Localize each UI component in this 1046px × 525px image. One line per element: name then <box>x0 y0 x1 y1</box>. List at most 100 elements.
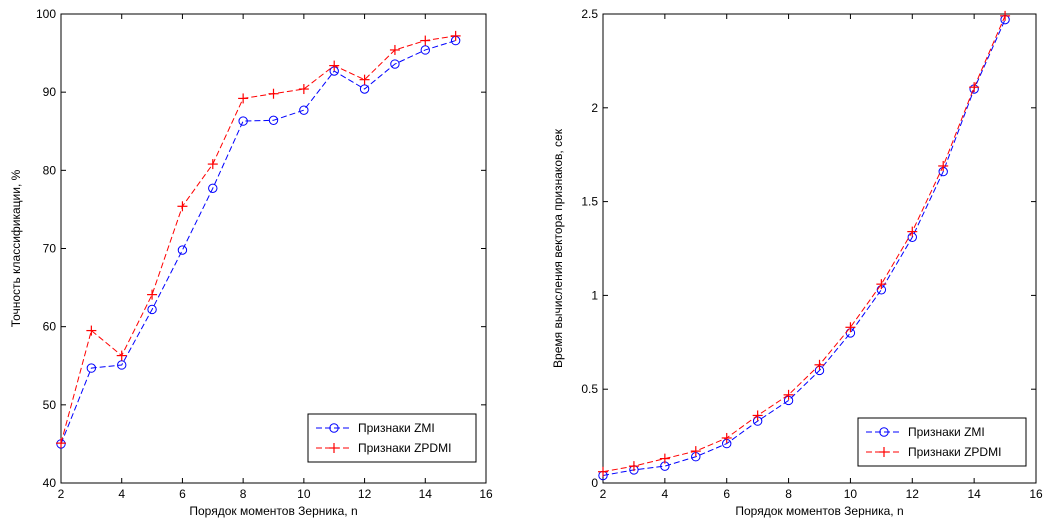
legend: Признаки ZMI Признаки ZPDMI <box>857 417 1027 467</box>
series-line <box>602 19 1006 476</box>
data-point <box>117 360 127 370</box>
y-tick-label: 40 <box>43 476 57 490</box>
y-tick-label: 0.5 <box>581 382 598 396</box>
x-tick-label: 10 <box>844 487 858 501</box>
data-point <box>238 93 249 104</box>
data-point <box>56 438 66 449</box>
x-tick-label: 2 <box>58 487 65 501</box>
y-tick-label: 90 <box>43 85 57 99</box>
data-point <box>389 44 400 55</box>
data-point <box>598 466 608 477</box>
legend-entry: Признаки ZPDMI <box>866 445 1001 459</box>
series-2 <box>598 10 1011 477</box>
legend-label: Признаки ZMI <box>358 421 435 435</box>
data-point <box>359 74 370 85</box>
data-point <box>177 201 188 212</box>
x-tick-label: 4 <box>118 487 125 501</box>
legend: Признаки ZMI Признаки ZPDMI <box>307 413 477 463</box>
y-tick-label: 70 <box>43 242 57 256</box>
data-point <box>814 359 825 370</box>
x-tick-label: 16 <box>479 487 493 501</box>
data-point <box>420 45 430 55</box>
data-point <box>628 461 639 472</box>
data-point <box>299 105 309 115</box>
series-line <box>60 35 456 444</box>
legend-marker <box>879 447 889 457</box>
data-point <box>238 116 248 126</box>
data-point <box>721 432 732 443</box>
data-point <box>845 322 856 333</box>
x-tick-label: 14 <box>419 487 433 501</box>
data-point <box>938 160 949 171</box>
legend-entry: Признаки ZMI <box>316 421 435 435</box>
data-point <box>207 159 218 170</box>
y-tick-label: 60 <box>43 320 57 334</box>
legend-entry: Признаки ZPDMI <box>316 441 451 455</box>
y-tick-label: 0 <box>591 476 598 490</box>
x-tick-label: 2 <box>600 487 607 501</box>
data-point <box>86 325 97 336</box>
x-tick-label: 8 <box>785 487 792 501</box>
data-point <box>659 453 670 464</box>
x-tick-label: 6 <box>723 487 730 501</box>
data-point <box>876 279 887 290</box>
chart-2: 2 4 6 8 10 12 14 16 0 0.5 1 1.5 2 2.5 Порядок моментов… <box>551 7 1043 518</box>
data-point <box>116 350 127 361</box>
x-tick-label: 16 <box>1029 487 1043 501</box>
data-point <box>783 389 794 400</box>
data-point <box>298 84 309 95</box>
data-point <box>329 60 340 71</box>
x-tick-label: 14 <box>967 487 981 501</box>
legend-marker <box>879 427 889 437</box>
data-point <box>1000 10 1011 21</box>
series-2 <box>56 30 461 449</box>
data-point <box>420 35 431 46</box>
data-point <box>86 363 97 373</box>
chart-1: 2 4 6 8 10 12 14 16 40 50 60 70 80 90 100 Порядок момен… <box>9 7 493 518</box>
x-tick-label: 12 <box>358 487 372 501</box>
y-axis-label: Точность классификации, % <box>9 169 23 327</box>
series-1 <box>56 35 461 449</box>
legend-box <box>307 413 477 463</box>
legend-label: Признаки ZPDMI <box>358 441 451 455</box>
series-line <box>60 40 456 445</box>
data-point <box>390 59 400 69</box>
x-tick-label: 10 <box>297 487 311 501</box>
legend-entry: Признаки ZMI <box>866 425 985 439</box>
data-point <box>268 88 279 99</box>
legend-marker <box>329 443 339 453</box>
data-point <box>177 245 188 255</box>
plot-area <box>602 13 1037 484</box>
x-tick-label: 8 <box>240 487 247 501</box>
data-point <box>268 115 279 126</box>
y-tick-label: 1.5 <box>581 195 598 209</box>
data-point <box>359 84 370 94</box>
data-point <box>147 304 157 315</box>
y-tick-label: 50 <box>43 398 57 412</box>
y-tick-label: 100 <box>36 7 56 21</box>
x-axis-label: Порядок моментов Зерника, n <box>735 504 903 518</box>
data-point <box>907 226 918 237</box>
data-point <box>147 289 158 300</box>
plot-area <box>60 13 487 484</box>
data-point <box>208 183 218 194</box>
legend-label: Признаки ZPDMI <box>908 445 1001 459</box>
data-point <box>969 82 980 93</box>
y-tick-label: 1 <box>591 288 598 302</box>
data-point <box>450 30 461 41</box>
x-tick-label: 4 <box>662 487 669 501</box>
y-axis-label: Время вычисления вектора признаков, сек <box>551 128 565 368</box>
legend-marker <box>329 423 339 433</box>
x-tick-label: 6 <box>179 487 186 501</box>
data-point <box>752 410 763 421</box>
legend-label: Признаки ZMI <box>908 425 985 439</box>
legend-box <box>857 417 1027 467</box>
x-axis-label: Порядок моментов Зерника, n <box>189 504 357 518</box>
x-tick-label: 12 <box>906 487 920 501</box>
data-point <box>690 446 701 457</box>
series-line <box>602 15 1006 473</box>
y-tick-label: 80 <box>43 163 57 177</box>
y-tick-label: 2 <box>591 101 598 115</box>
y-tick-label: 2.5 <box>581 7 598 21</box>
